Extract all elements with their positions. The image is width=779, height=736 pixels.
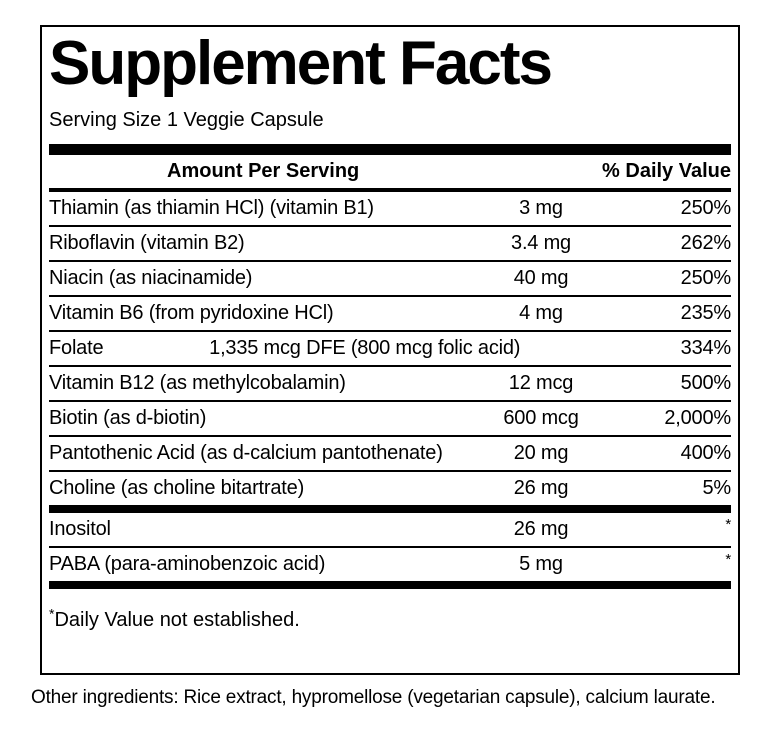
nutrient-daily-value: 5% — [702, 476, 731, 499]
serving-size: Serving Size 1 Veggie Capsule — [49, 108, 324, 131]
nutrient-name: Thiamin (as thiamin HCl) (vitamin B1) — [49, 196, 374, 219]
daily-value-header: % Daily Value — [602, 159, 731, 182]
nutrient-name: Biotin (as d-biotin) — [49, 406, 207, 429]
panel-title: Supplement Facts — [49, 29, 553, 98]
nutrient-table: Thiamin (as thiamin HCl) (vitamin B1) 3 … — [49, 192, 731, 505]
nutrient-daily-value: 250% — [680, 196, 732, 219]
divider-heavy-top — [49, 143, 731, 155]
footnote-text: Daily Value not established. — [54, 608, 300, 631]
column-headers: Amount Per Serving % Daily Value — [49, 155, 731, 192]
nutrient-amount: 4 mg — [519, 301, 563, 324]
divider-heavy-bottom — [49, 580, 731, 589]
nutrient-row: Biotin (as d-biotin) 600 mcg 2,000% — [49, 402, 731, 437]
nutrient-row: Folate 1,335 mcg DFE (800 mcg folic acid… — [49, 332, 731, 367]
nutrient-daily-value: 235% — [680, 301, 732, 324]
nutrient-daily-value: 400% — [680, 441, 732, 464]
nutrient-amount: 26 mg — [513, 517, 569, 540]
nutrient-amount: 20 mg — [513, 441, 569, 464]
nutrient-row: Niacin (as niacinamide) 40 mg 250% — [49, 262, 731, 297]
nutrient-amount: 26 mg — [513, 476, 569, 499]
nutrient-amount: 3 mg — [519, 196, 563, 219]
nutrient-name: Riboflavin (vitamin B2) — [49, 231, 245, 254]
nutrient-daily-value: * — [725, 550, 731, 568]
nutrient-daily-value: 500% — [680, 371, 732, 394]
other-nutrient-table: Inositol 26 mg * PABA (para-aminobenzoic… — [49, 513, 731, 581]
footnote: *Daily Value not established. — [49, 589, 731, 632]
nutrient-amount: 1,335 mcg DFE (800 mcg folic acid) — [209, 336, 521, 359]
nutrient-row: Vitamin B12 (as methylcobalamin) 12 mcg … — [49, 367, 731, 402]
supplement-facts-panel: Supplement Facts Serving Size 1 Veggie C… — [40, 25, 740, 675]
nutrient-row: Inositol 26 mg * — [49, 513, 731, 548]
nutrient-row: PABA (para-aminobenzoic acid) 5 mg * — [49, 548, 731, 581]
nutrient-row: Pantothenic Acid (as d-calcium pantothen… — [49, 437, 731, 472]
nutrient-name: Vitamin B6 (from pyridoxine HCl) — [49, 301, 334, 324]
nutrient-name: Vitamin B12 (as methylcobalamin) — [49, 371, 346, 394]
nutrient-daily-value: 250% — [680, 266, 732, 289]
nutrient-daily-value: 262% — [680, 231, 732, 254]
other-ingredients: Other ingredients: Rice extract, hyprome… — [31, 687, 716, 708]
nutrient-row: Riboflavin (vitamin B2) 3.4 mg 262% — [49, 227, 731, 262]
nutrient-daily-value: * — [725, 515, 731, 533]
nutrient-name: Niacin (as niacinamide) — [49, 266, 253, 289]
nutrient-name: Folate — [49, 336, 104, 359]
nutrient-row: Thiamin (as thiamin HCl) (vitamin B1) 3 … — [49, 192, 731, 227]
footnote-asterisk: * — [49, 605, 55, 622]
nutrient-name: Pantothenic Acid (as d-calcium pantothen… — [49, 441, 443, 464]
nutrient-name: Inositol — [49, 517, 111, 540]
nutrient-amount: 40 mg — [513, 266, 569, 289]
nutrient-row: Choline (as choline bitartrate) 26 mg 5% — [49, 472, 731, 505]
nutrient-amount: 600 mcg — [503, 406, 579, 429]
nutrient-row: Vitamin B6 (from pyridoxine HCl) 4 mg 23… — [49, 297, 731, 332]
nutrient-daily-value: 2,000% — [664, 406, 731, 429]
amount-per-serving-header: Amount Per Serving — [167, 159, 360, 182]
nutrient-amount: 5 mg — [519, 552, 563, 575]
divider-heavy-mid — [49, 504, 731, 513]
nutrient-name: PABA (para-aminobenzoic acid) — [49, 552, 326, 575]
nutrient-amount: 12 mcg — [508, 371, 574, 394]
nutrient-daily-value: 334% — [680, 336, 732, 359]
nutrient-name: Choline (as choline bitartrate) — [49, 476, 305, 499]
nutrient-amount: 3.4 mg — [511, 231, 571, 254]
